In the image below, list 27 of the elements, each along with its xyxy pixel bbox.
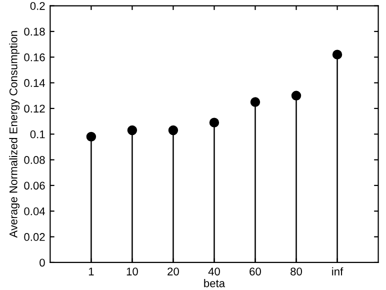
x-tick-label: 10 xyxy=(126,268,138,276)
point xyxy=(291,90,302,100)
x-tick-label: inf xyxy=(332,267,344,276)
x-tick-label: 20 xyxy=(168,268,179,276)
y-tick-label: 0 xyxy=(40,258,45,267)
point xyxy=(168,125,178,136)
x-axis-title: beta xyxy=(204,279,226,288)
x-tick-label: 60 xyxy=(250,268,261,276)
y-axis-title: Average Normalized Energy Consumption xyxy=(9,31,20,238)
y-tick-label: 0.08 xyxy=(24,156,45,164)
y-tick-label: 0.06 xyxy=(24,182,45,190)
point xyxy=(250,97,260,107)
point xyxy=(127,125,138,136)
x-tick-label: 40 xyxy=(208,268,220,276)
x-tick-label: 80 xyxy=(290,268,302,276)
point xyxy=(332,50,342,60)
y-tick-label: 0.02 xyxy=(24,233,45,241)
y-tick-label: 0.14 xyxy=(24,79,45,87)
y-tick-label: 0.16 xyxy=(24,53,45,62)
y-tick-label: 0.04 xyxy=(24,207,45,216)
y-tick-label: 0.18 xyxy=(24,28,45,36)
point xyxy=(209,118,220,128)
y-tick-label: 0.12 xyxy=(24,104,45,113)
point xyxy=(86,132,96,142)
y-tick-label: 0.1 xyxy=(30,130,45,138)
y-tick-label: 0.2 xyxy=(30,2,45,10)
x-tick-label: 1 xyxy=(88,268,94,276)
